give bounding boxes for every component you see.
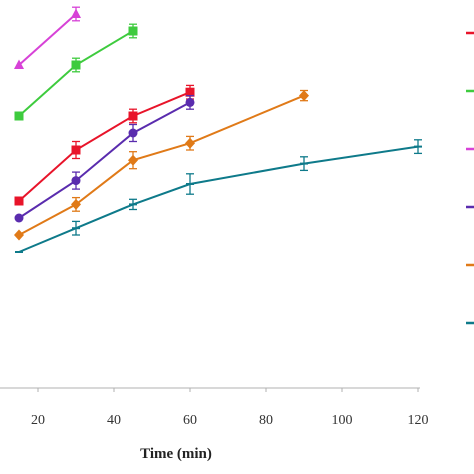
x-tick-layer: 20 40 60 80 100 120 <box>31 388 429 428</box>
data-point <box>128 26 138 36</box>
x-tick-label: 80 <box>259 413 273 428</box>
data-point <box>14 59 24 69</box>
series-line <box>18 30 134 117</box>
legend <box>466 31 474 325</box>
data-point <box>71 145 81 155</box>
data-point <box>71 60 81 70</box>
data-point <box>71 176 81 186</box>
series-2 <box>14 6 81 69</box>
data-point <box>185 97 195 107</box>
data-point <box>128 128 138 138</box>
x-tick-label: 100 <box>332 413 353 428</box>
data-point <box>299 90 309 102</box>
x-tick-label: 40 <box>107 413 121 428</box>
series-5 <box>15 139 422 253</box>
series-line <box>18 145 419 253</box>
series-line <box>18 91 191 202</box>
x-axis-title: Time (min) <box>140 446 212 462</box>
data-point <box>71 8 81 18</box>
series-0 <box>14 84 195 206</box>
data-point <box>71 198 81 210</box>
series-line <box>18 101 191 219</box>
x-tick-label: 60 <box>183 413 197 428</box>
data-point <box>14 111 24 121</box>
data-point <box>128 111 138 121</box>
series-line <box>18 13 77 66</box>
series-line <box>18 94 305 236</box>
data-point <box>14 229 24 241</box>
data-point <box>185 87 195 97</box>
data-point <box>128 154 138 166</box>
x-tick-label: 120 <box>408 413 429 428</box>
x-tick-label: 20 <box>31 413 45 428</box>
data-point <box>14 196 24 206</box>
series-3 <box>14 94 195 223</box>
data-point <box>185 137 195 149</box>
series-layer <box>14 6 422 253</box>
data-point <box>14 213 24 223</box>
series-4 <box>14 89 309 241</box>
series-1 <box>14 23 138 121</box>
